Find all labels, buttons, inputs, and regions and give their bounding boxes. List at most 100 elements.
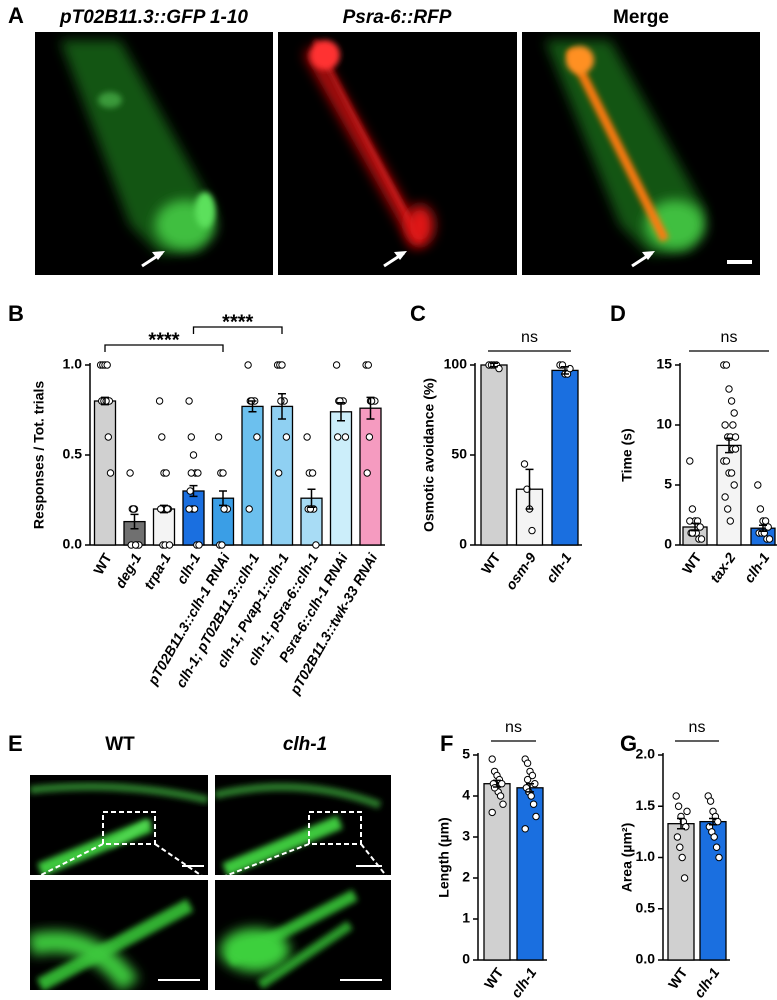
x-tick-label: osm-9 <box>502 549 539 592</box>
y-tick-label: 5 <box>664 476 672 492</box>
error-bar <box>525 468 534 510</box>
data-point <box>673 833 682 841</box>
panel-label: F <box>440 731 453 756</box>
bar <box>551 369 579 546</box>
y-tick-label: 0.5 <box>63 446 83 462</box>
data-point <box>527 792 535 800</box>
error-bar <box>691 522 699 532</box>
data-point <box>195 541 203 549</box>
y-tick-label: 0.0 <box>636 951 656 967</box>
y-tick-label: 2 <box>462 869 470 885</box>
data-point <box>185 505 193 513</box>
data-point <box>131 541 140 549</box>
error-bar <box>493 779 501 788</box>
error-bar <box>366 396 375 420</box>
significance-label: ns <box>505 719 522 736</box>
data-point <box>756 505 765 513</box>
y-axis-label: Time (s) <box>619 428 635 481</box>
x-tick-label: clh-1 <box>691 965 723 1000</box>
y-tick-label: 0.5 <box>636 899 656 915</box>
x-tick-label: WT <box>665 964 691 991</box>
data-point <box>765 535 774 543</box>
data-point <box>706 797 715 805</box>
data-point <box>490 784 499 792</box>
image-title: Psra-6::RFP <box>343 7 452 28</box>
bar <box>516 787 544 961</box>
data-point <box>676 843 684 851</box>
data-point <box>185 397 193 405</box>
data-point <box>528 526 536 535</box>
micrograph-wt-zoom <box>30 880 208 990</box>
micrograph-clh1 <box>215 775 391 875</box>
bar <box>359 407 382 546</box>
data-point <box>103 361 111 369</box>
y-tick-label: 1.5 <box>636 797 656 813</box>
bar <box>241 405 264 546</box>
panel-label: C <box>410 301 426 326</box>
panel-label: A <box>8 3 24 28</box>
micrograph-rfp <box>278 32 517 275</box>
data-point <box>308 469 317 477</box>
data-point <box>727 397 736 405</box>
data-point <box>712 843 721 851</box>
y-axis-label: Length (µm) <box>436 817 452 897</box>
panel-label: E <box>8 731 23 756</box>
error-bar <box>561 366 569 375</box>
x-tick-label: clh-1 <box>543 550 575 586</box>
data-point <box>722 361 731 369</box>
data-point <box>163 505 172 513</box>
x-tick-label: clh-1 <box>741 550 773 586</box>
y-tick-label: 0 <box>462 951 470 967</box>
data-point <box>672 792 680 800</box>
data-point <box>278 361 286 369</box>
data-point <box>683 807 691 816</box>
data-point <box>363 469 371 477</box>
error-bar <box>337 402 345 422</box>
bar <box>480 364 508 546</box>
x-tick-label: WT <box>90 550 115 577</box>
data-point <box>528 771 537 780</box>
significance-label: **** <box>222 311 253 333</box>
data-point <box>529 800 538 808</box>
significance-label: ns <box>521 329 538 346</box>
data-point <box>523 759 532 767</box>
y-tick-label: 15 <box>656 356 672 372</box>
bar <box>152 508 176 546</box>
micrograph-wt <box>30 775 208 875</box>
data-point <box>674 802 683 810</box>
error-bar <box>490 362 498 368</box>
data-point <box>129 505 138 513</box>
data-point <box>715 853 723 862</box>
data-point <box>488 755 496 763</box>
panel-label: G <box>620 731 637 756</box>
y-axis-label: Osmotic avoidance (%) <box>421 378 437 532</box>
data-point <box>157 505 165 513</box>
data-point <box>532 812 540 821</box>
data-point <box>693 517 702 525</box>
data-point <box>341 433 350 441</box>
y-tick-label: 0.0 <box>63 536 83 552</box>
x-tick-label: WT <box>478 549 504 576</box>
data-point <box>334 433 342 441</box>
data-point <box>312 541 320 549</box>
data-point <box>187 469 196 477</box>
data-point <box>710 833 718 841</box>
error-bar <box>101 396 109 406</box>
x-tick-label: tax-2 <box>707 549 739 585</box>
bar <box>329 411 353 546</box>
y-tick-label: 2.0 <box>636 746 656 762</box>
data-point <box>688 505 697 513</box>
data-point <box>189 451 198 459</box>
significance-bracket <box>104 344 224 352</box>
x-tick-label: clh-1 <box>508 965 540 1000</box>
data-point <box>245 505 253 513</box>
error-bar <box>219 490 227 507</box>
data-point <box>731 445 740 453</box>
data-point <box>729 421 737 429</box>
data-point <box>365 433 374 441</box>
data-point <box>220 505 228 513</box>
image-title: clh-1 <box>283 734 327 755</box>
panel-label: B <box>8 301 24 326</box>
data-point <box>253 433 261 441</box>
